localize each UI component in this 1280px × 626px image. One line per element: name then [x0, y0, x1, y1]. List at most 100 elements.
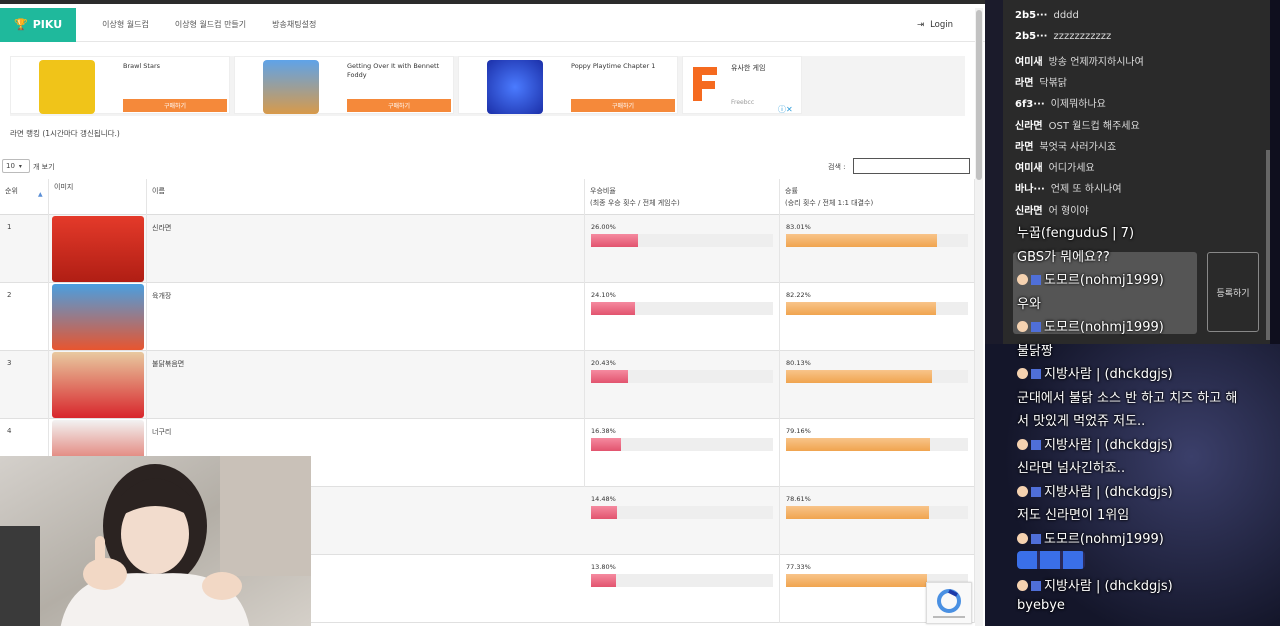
overlay-text: 도모르(nohmj1999): [1044, 320, 1164, 335]
overlay-username: 지방사람 | (dhckdgjs): [1017, 481, 1173, 500]
ad-title: Getting Over It with Bennett Foddy: [347, 62, 440, 79]
col-victory[interactable]: 승률 (승리 횟수 / 전체 1:1 대결수): [780, 179, 975, 215]
victory-fill: [786, 574, 927, 587]
rank-cell: 1: [0, 215, 49, 283]
overlay-text: 신라면 넘사긴하죠..: [1017, 461, 1126, 476]
victory-fill: [786, 506, 930, 519]
col-win-rate-sub: (최종 우승 횟수 / 전체 게임수): [590, 199, 680, 207]
table-row[interactable]: 3 불닭볶음면 20.43% 80.13%: [0, 351, 975, 419]
table-controls: 10 ▾ 개 보기 검색 :: [0, 158, 975, 176]
chat-text: dddd: [1053, 10, 1079, 21]
col-victory-sub: (승리 횟수 / 전체 1:1 대결수): [785, 199, 874, 207]
chat-username: 라면: [1015, 77, 1034, 89]
chat-message: 라면 북엇국 사러가시죠: [1015, 138, 1116, 153]
win-rate-cell: 14.48%: [585, 487, 780, 555]
win-rate-fill: [591, 506, 618, 519]
page-scrollbar[interactable]: [975, 8, 983, 626]
victory-cell: 80.13%: [780, 351, 975, 419]
ramen-image: [52, 284, 144, 350]
ad-item[interactable]: Brawl Stars 구매하기: [10, 56, 230, 114]
user-badge-icon: [1031, 275, 1041, 285]
name-cell: 신라면: [147, 215, 585, 283]
chat-message: 6f3··· 이제뭐하나요: [1015, 95, 1106, 110]
victory-cell: 83.01%: [780, 215, 975, 283]
chat-message: 신라면 OST 월드컵 해주세요: [1015, 117, 1140, 132]
chat-message: 신라면 어 형이야: [1015, 202, 1089, 217]
ramen-image-cell: [49, 283, 147, 351]
ramen-image: [52, 216, 144, 282]
win-rate-cell: 16.38%: [585, 419, 780, 487]
nav-create-worldcup[interactable]: 이상형 월드컵 만들기: [174, 20, 247, 29]
chat-window-frame: [985, 0, 1003, 344]
scrollbar-thumb[interactable]: [976, 10, 982, 180]
chat-text: 언제 또 하시나여: [1050, 184, 1122, 196]
win-rate-value: 14.48%: [591, 495, 616, 503]
overlay-text: 지방사람 | (dhckdgjs): [1044, 437, 1173, 453]
overlay-text: 서 맛있게 먹었쥬 저도..: [1017, 414, 1146, 429]
user-avatar-icon: [1017, 368, 1028, 379]
victory-value: 77.33%: [786, 563, 811, 571]
win-rate-cell: 13.80%: [585, 555, 780, 623]
overlay-text: 저도 신라면이 1위임: [1017, 508, 1130, 523]
chat-text: OST 월드컵 해주세요: [1048, 120, 1140, 132]
nav-chat-settings[interactable]: 방송채팅설정: [272, 20, 317, 29]
col-image[interactable]: 이미지: [49, 179, 147, 215]
overlay-username: 지방사람 | (dhckdgjs): [1017, 575, 1173, 594]
chat-username: 라면: [1015, 141, 1034, 153]
ad-buy-button[interactable]: 구매하기: [347, 99, 451, 112]
chat-message: 라면 닥볶닭: [1015, 74, 1067, 89]
ad-item[interactable]: Getting Over It with Bennett Foddy 구매하기: [234, 56, 454, 114]
win-rate-cell: 20.43%: [585, 351, 780, 419]
recaptcha-badge[interactable]: [926, 582, 972, 624]
ad-buy-button[interactable]: 구매하기: [571, 99, 675, 112]
ad-buy-button[interactable]: 구매하기: [123, 99, 227, 112]
victory-cell: 79.16%: [780, 419, 975, 487]
table-row[interactable]: 1 신라면 26.00% 83.01%: [0, 215, 975, 283]
col-name[interactable]: 이름: [147, 179, 585, 215]
search-input[interactable]: [853, 158, 970, 174]
ramen-image-cell: [49, 215, 147, 283]
table-row[interactable]: 13.80% 77.33%: [0, 555, 975, 623]
victory-cell: 82.22%: [780, 283, 975, 351]
ad-thumbnail: [263, 60, 319, 114]
victory-cell: 77.33%: [780, 555, 975, 623]
victory-value: 82.22%: [786, 291, 811, 299]
chat-register-button[interactable]: 등록하기: [1207, 252, 1259, 332]
win-rate-value: 24.10%: [591, 291, 616, 299]
adchoices-icon[interactable]: ⓘ✕: [778, 105, 793, 114]
col-rank[interactable]: 순위 ▲: [0, 179, 49, 215]
ranking-title: 라면 랭킹 (1시간마다 갱신됩니다.): [10, 129, 120, 138]
nav-worldcup[interactable]: 이상형 월드컵: [102, 20, 149, 29]
victory-value: 79.16%: [786, 427, 811, 435]
ad-item-similar[interactable]: 유사한 게임 Freebcc: [682, 56, 802, 114]
overlay-text: 누꿉(fenguduS | 7): [1017, 226, 1135, 241]
chat-input[interactable]: [1013, 252, 1197, 334]
user-avatar-icon: [1017, 321, 1028, 332]
user-badge-icon: [1031, 322, 1041, 332]
login-link[interactable]: ⇥ Login: [917, 20, 953, 30]
win-rate-value: 16.38%: [591, 427, 616, 435]
page-length-value: 10: [6, 162, 15, 170]
col-win-rate[interactable]: 우승비율 (최종 우승 횟수 / 전체 게임수): [585, 179, 780, 215]
win-rate-value: 13.80%: [591, 563, 616, 571]
overlay-text: byebye: [1017, 598, 1065, 613]
overlay-text: 지방사람 | (dhckdgjs): [1044, 578, 1173, 594]
user-badge-icon: [1031, 533, 1041, 544]
brand-name: PIKU: [32, 18, 63, 31]
brand-logo[interactable]: 🏆 PIKU: [0, 7, 77, 42]
chat-scrollbar[interactable]: [1266, 150, 1270, 340]
overlay-message: 군대에서 불닭 소스 반 하고 치즈 하고 해: [1017, 387, 1237, 406]
ad-item[interactable]: Poppy Playtime Chapter 1 구매하기: [458, 56, 678, 114]
chat-message: 여미새 어디가세요: [1015, 159, 1095, 174]
page-length-select[interactable]: 10 ▾: [2, 159, 30, 173]
top-navbar: 🏆 PIKU 이상형 월드컵 이상형 월드컵 만들기 방송채팅설정 ⇥ Logi…: [0, 7, 985, 42]
table-header: 순위 ▲ 이미지 이름 우승비율 (최종 우승 횟수 / 전체 게임수) 승률 …: [0, 179, 975, 215]
overlay-text: GBS가 뭐에요??: [1017, 249, 1110, 265]
win-rate-cell: 26.00%: [585, 215, 780, 283]
overlay-username: 지방사람 | (dhckdgjs): [1017, 363, 1173, 382]
chat-username: 6f3···: [1015, 99, 1045, 111]
overlay-message: 저도 신라면이 1위임: [1017, 504, 1129, 523]
table-row[interactable]: 2 육개장 24.10% 82.22%: [0, 283, 975, 351]
chat-message: 바나··· 언제 또 하시나여: [1015, 180, 1122, 195]
win-rate-value: 26.00%: [591, 223, 616, 231]
